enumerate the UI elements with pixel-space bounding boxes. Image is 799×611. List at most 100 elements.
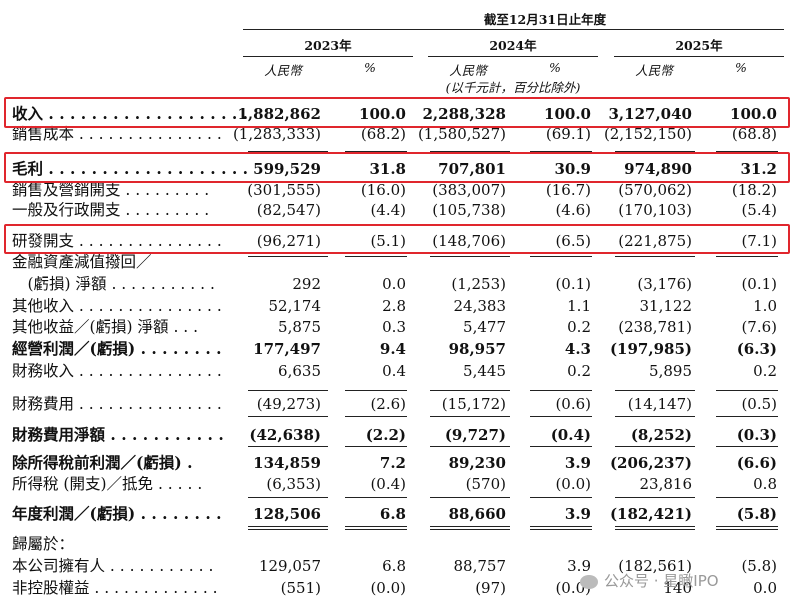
percent-cell: (68.8) bbox=[731, 125, 777, 143]
amount-cell: (238,781) bbox=[618, 318, 692, 336]
currency-2023: 人民幣 bbox=[264, 63, 302, 78]
percent-cell: (0.3) bbox=[736, 426, 777, 444]
row-label: 歸屬於： bbox=[12, 535, 75, 553]
amount-cell: 292 bbox=[292, 275, 321, 293]
amount-cell: 3,127,040 bbox=[608, 105, 692, 123]
percent-cell: (2.6) bbox=[370, 395, 406, 413]
row-label: (虧損) 淨額 . . . . . . . . . . . bbox=[12, 275, 215, 293]
percent-cell: (5.8) bbox=[741, 557, 777, 575]
row-label: 其他收益／(虧損) 淨額 . . . bbox=[12, 318, 199, 336]
subtotal-rule bbox=[530, 529, 592, 530]
amount-cell: (42,638) bbox=[249, 426, 321, 444]
amount-cell: (82,547) bbox=[256, 201, 321, 219]
amount-cell: (301,555) bbox=[247, 181, 321, 199]
subtotal-rule bbox=[615, 526, 695, 527]
amount-cell: 974,890 bbox=[624, 160, 692, 178]
subtotal-rule bbox=[345, 529, 407, 530]
amount-cell: (1,580,527) bbox=[417, 125, 506, 143]
row-label: 經營利潤／(虧損) . . . . . . . . bbox=[12, 339, 222, 358]
percent-cell: 100.0 bbox=[544, 105, 591, 123]
amount-cell: 5,895 bbox=[649, 362, 692, 380]
subtotal-rule bbox=[430, 256, 510, 257]
subtotal-rule bbox=[615, 416, 695, 417]
period-title: 截至12月31日止年度 bbox=[483, 12, 607, 27]
amount-cell: (105,738) bbox=[432, 201, 506, 219]
percent-cell: (18.2) bbox=[731, 181, 777, 199]
row-label: 其他收入 . . . . . . . . . . . . . . . bbox=[12, 297, 222, 315]
subtotal-rule bbox=[615, 497, 695, 498]
row-label: 年度利潤／(虧損) . . . . . . . . bbox=[12, 504, 222, 523]
amount-cell: (570,062) bbox=[618, 181, 692, 199]
row-label: 銷售及營銷開支 . . . . . . . . . bbox=[12, 181, 210, 199]
row-label: 非控股權益 . . . . . . . . . . . . . bbox=[12, 579, 218, 597]
percent-cell: (16.0) bbox=[360, 181, 406, 199]
amount-cell: 31,122 bbox=[639, 297, 693, 315]
amount-cell: 177,497 bbox=[253, 340, 321, 358]
amount-cell: 140 bbox=[663, 579, 692, 597]
subtotal-rule bbox=[530, 390, 592, 391]
subtotal-rule bbox=[345, 151, 407, 152]
amount-cell: 129,057 bbox=[258, 557, 321, 575]
subtotal-rule bbox=[430, 529, 510, 530]
row-label: 財務費用淨額 . . . . . . . . . . . bbox=[12, 425, 224, 444]
subtotal-rule bbox=[345, 497, 407, 498]
wechat-icon bbox=[580, 574, 598, 589]
amount-cell: (9,727) bbox=[444, 426, 506, 444]
percent-cell: 0.2 bbox=[753, 362, 777, 380]
percent-cell: 0.2 bbox=[567, 362, 591, 380]
percent-cell: 2.8 bbox=[382, 297, 406, 315]
amount-cell: 2,288,328 bbox=[422, 105, 506, 123]
highlight-revenue bbox=[4, 97, 790, 128]
year-rule-2024 bbox=[428, 56, 598, 57]
subtotal-rule bbox=[430, 151, 510, 152]
percent-cell: (6.6) bbox=[736, 454, 777, 472]
row-label: 收入 . . . . . . . . . . . . . . . . . . . bbox=[12, 104, 249, 123]
subtotal-rule bbox=[716, 256, 778, 257]
subtotal-rule bbox=[430, 446, 510, 447]
amount-cell: (1,253) bbox=[451, 275, 506, 293]
percent-cell: (5.4) bbox=[741, 201, 777, 219]
percent-cell: (7.6) bbox=[741, 318, 777, 336]
year-2023: 2023年 bbox=[304, 38, 352, 53]
amount-cell: (170,103) bbox=[618, 201, 692, 219]
amount-cell: 24,383 bbox=[453, 297, 507, 315]
percent-cell: (69.1) bbox=[545, 125, 591, 143]
percent-cell: 100.0 bbox=[730, 105, 777, 123]
percent-cell: 9.4 bbox=[379, 340, 406, 358]
currency-2024: 人民幣 bbox=[449, 63, 487, 78]
amount-cell: (3,176) bbox=[637, 275, 692, 293]
subtotal-rule bbox=[530, 497, 592, 498]
row-label: 本公司擁有人 . . . . . . . . . . . bbox=[12, 557, 214, 575]
percent-cell: (0.4) bbox=[370, 475, 406, 493]
row-label: 財務費用 . . . . . . . . . . . . . . . bbox=[12, 395, 222, 413]
amount-cell: 98,957 bbox=[448, 340, 506, 358]
subtotal-rule bbox=[430, 416, 510, 417]
row-label: 銷售成本 . . . . . . . . . . . . . . . bbox=[12, 125, 222, 143]
subtotal-rule bbox=[530, 416, 592, 417]
amount-cell: (96,271) bbox=[256, 232, 321, 250]
subtotal-rule bbox=[248, 446, 328, 447]
amount-cell: 707,801 bbox=[438, 160, 506, 178]
amount-cell: (182,561) bbox=[618, 557, 692, 575]
percent-cell: 1.0 bbox=[753, 297, 777, 315]
percent-cell: 100.0 bbox=[359, 105, 406, 123]
percent-cell: 3.9 bbox=[564, 454, 591, 472]
percent-cell: (0.4) bbox=[550, 426, 591, 444]
percent-cell: (0.5) bbox=[741, 395, 777, 413]
watermark: 公众号 · 星瞰IPO bbox=[580, 570, 719, 591]
percent-cell: (6.5) bbox=[555, 232, 591, 250]
amount-cell: (97) bbox=[475, 579, 506, 597]
row-label: 毛利 . . . . . . . . . . . . . . . . . . . bbox=[12, 159, 249, 178]
year-2024: 2024年 bbox=[489, 38, 537, 53]
amount-cell: 5,445 bbox=[463, 362, 506, 380]
amount-cell: (8,252) bbox=[630, 426, 692, 444]
header-rule bbox=[243, 29, 784, 30]
subtotal-rule bbox=[248, 529, 328, 530]
amount-cell: 52,174 bbox=[268, 297, 322, 315]
row-label: 研發開支 . . . . . . . . . . . . . . . bbox=[12, 232, 222, 250]
pct-2025: % bbox=[735, 60, 747, 75]
percent-cell: 0.4 bbox=[382, 362, 406, 380]
amount-cell: 134,859 bbox=[253, 454, 321, 472]
percent-cell: (5.8) bbox=[736, 505, 777, 523]
amount-cell: (15,172) bbox=[441, 395, 506, 413]
